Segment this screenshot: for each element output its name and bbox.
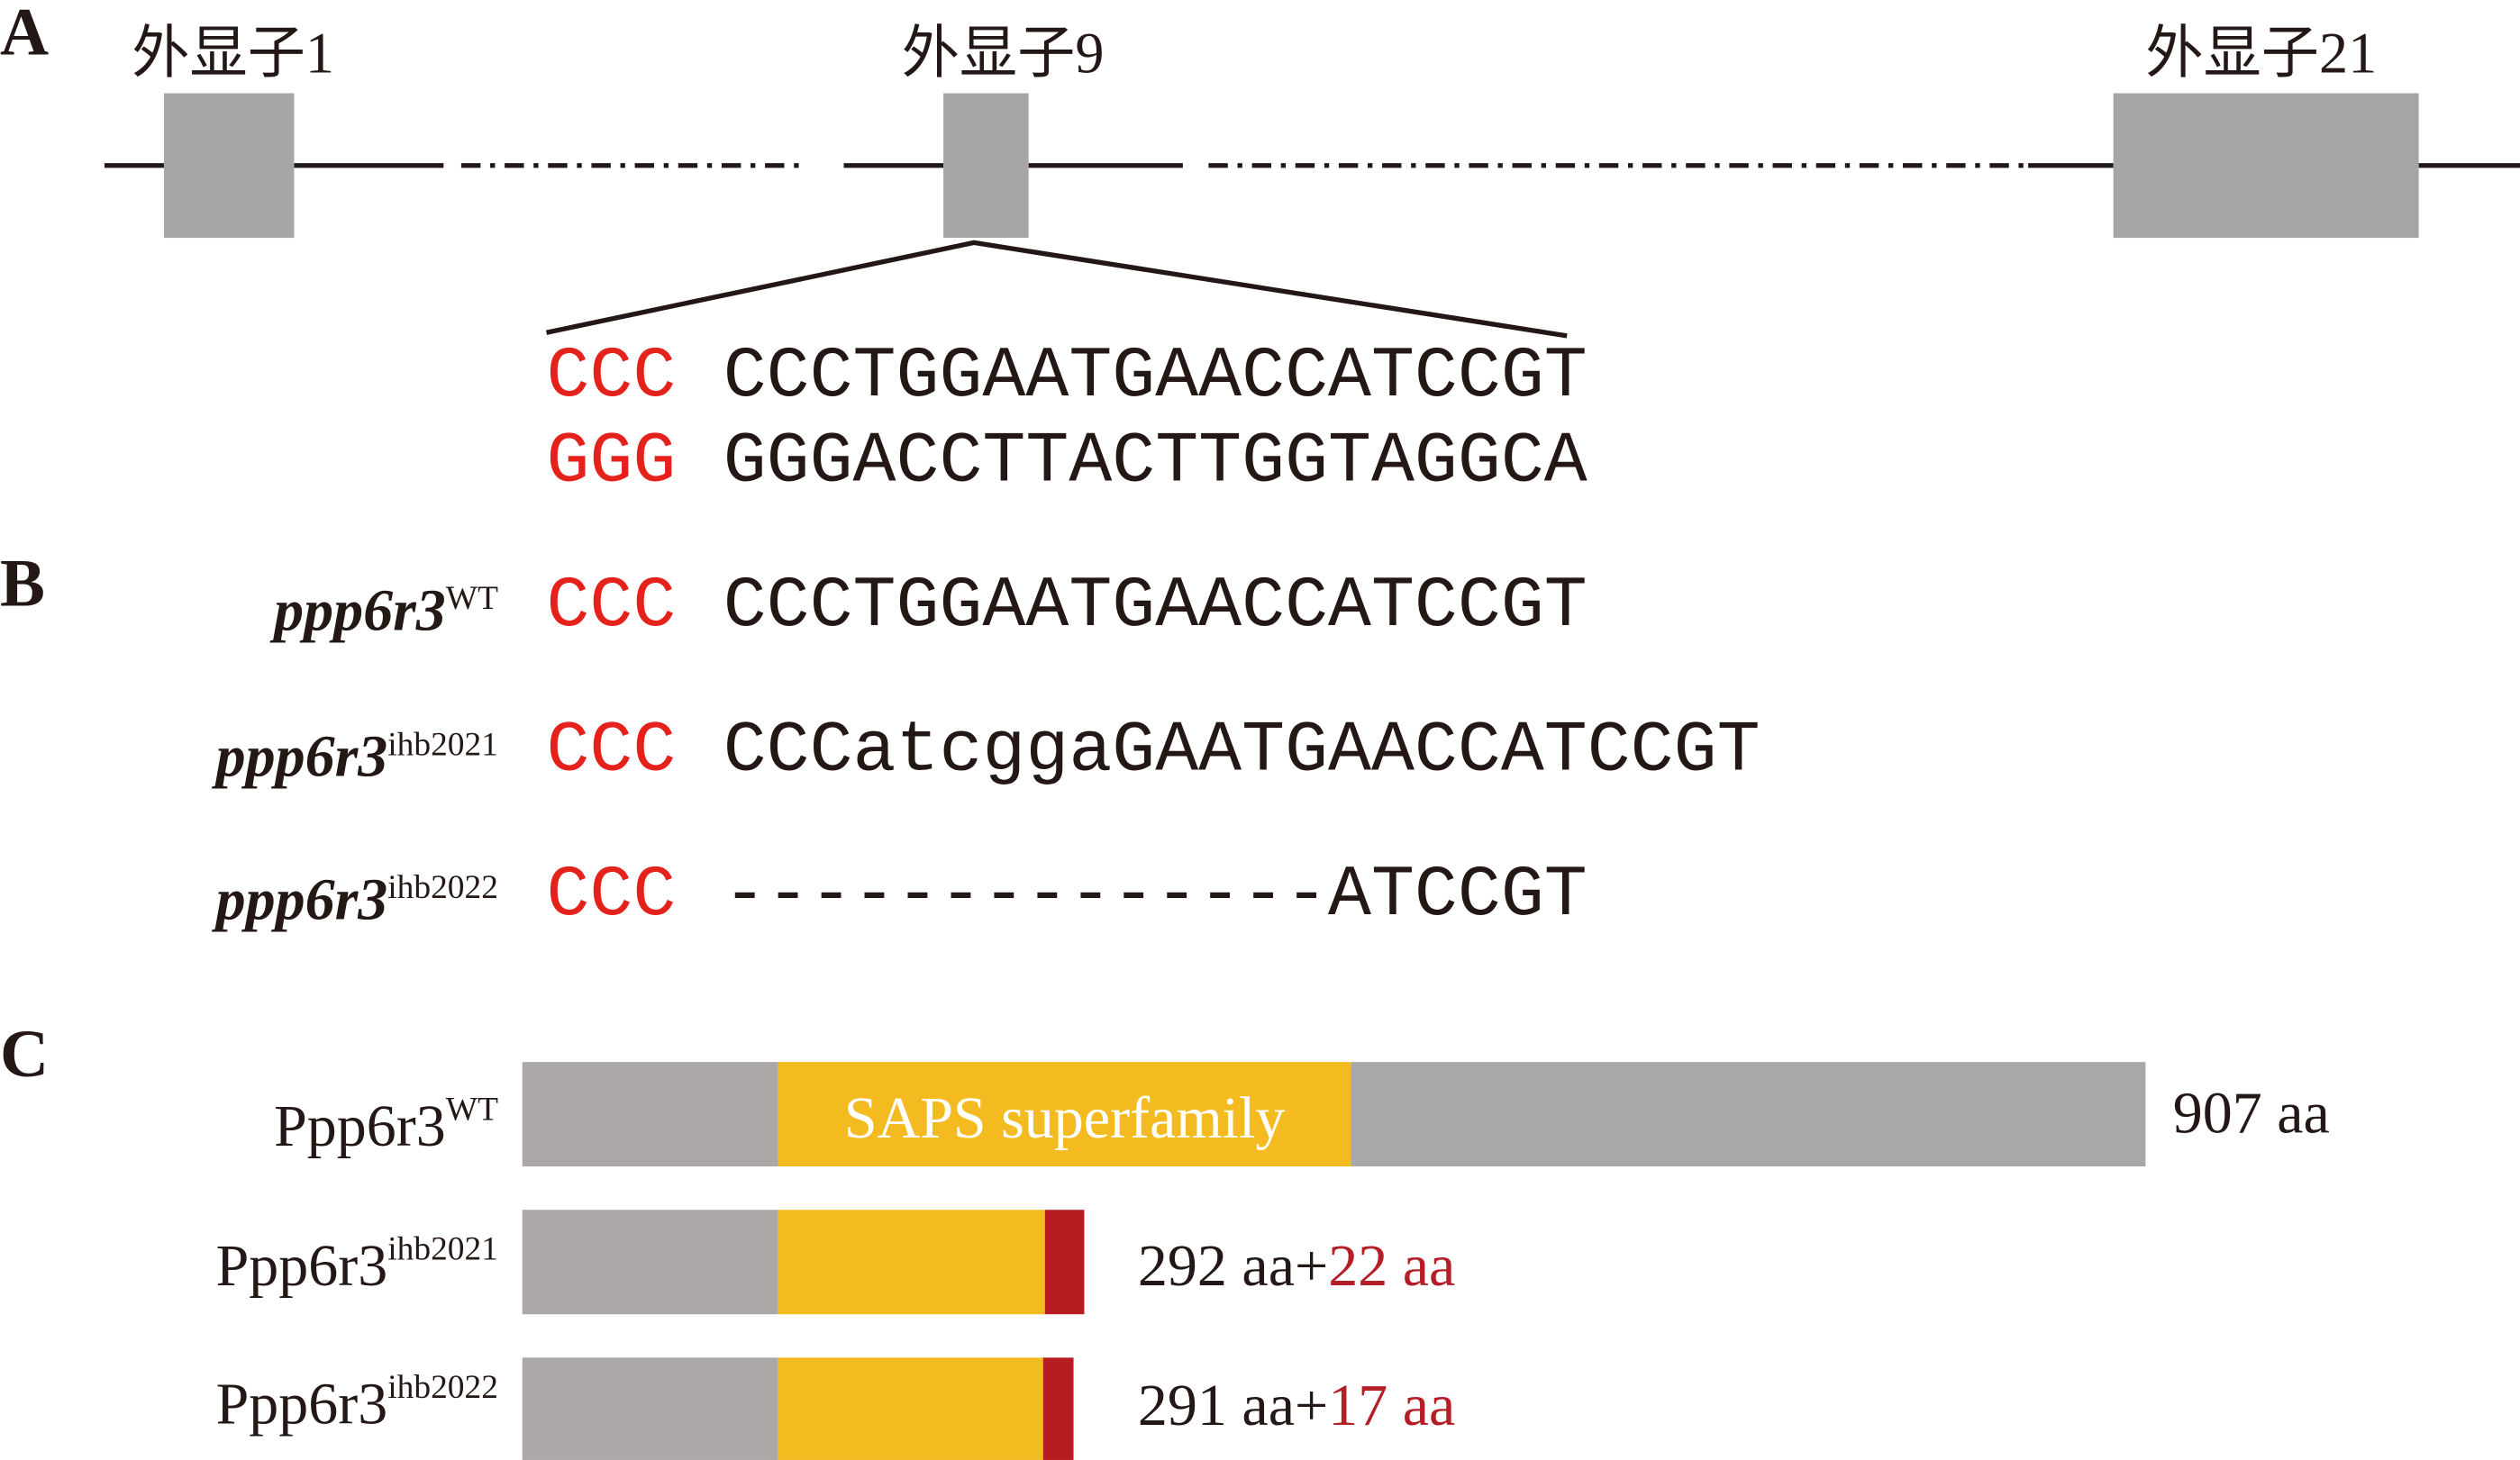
panel-label-c: C	[0, 1017, 49, 1092]
ihb2021-frameshift-segment	[1044, 1210, 1085, 1315]
allele-superscript: ihb2021	[387, 726, 498, 763]
saps-domain-label: SAPS superfamily	[844, 1085, 1286, 1151]
protein-name: Ppp6r3	[216, 1233, 388, 1299]
antisense-strand-sequence: GGG GGGACCTTACTTGGTAGGCA	[546, 420, 1587, 502]
antisense-pam: GGG	[546, 420, 676, 502]
ihb2022-truncated-domain-segment	[778, 1357, 1043, 1460]
exon-label-1: 外显子1	[132, 21, 334, 85]
wt-n-terminal-segment	[522, 1062, 778, 1167]
exon-21-box	[2113, 93, 2419, 239]
panel-label-a: A	[0, 0, 49, 70]
sequence-ihb2022: CCC --------------ATCCGT	[546, 854, 1587, 936]
protein-label-wt: Ppp6r3WT	[274, 1091, 498, 1159]
allele-superscript: ihb2021	[387, 1231, 498, 1268]
gene-name: ppp6r3	[269, 577, 446, 643]
protein-label-ihb2022: Ppp6r3ihb2022	[216, 1369, 498, 1437]
gene-name: ppp6r3	[212, 724, 388, 790]
ihb2022-length: 291 aa+	[1138, 1373, 1328, 1438]
ihb2021-length-label: 292 aa+22 aa	[1138, 1233, 1455, 1299]
exon-9-zoom-lines	[545, 240, 1568, 339]
ihb2021-n-terminal-segment	[522, 1210, 778, 1315]
panel-a: A 外显子1 外显子9 外显子21 CCC CCCTGGAATGAACCATCCG…	[0, 0, 2520, 502]
wt-c-terminal-segment	[1351, 1062, 2146, 1167]
pam-ihb2022: CCC	[546, 854, 676, 936]
allele-superscript: ihb2022	[387, 869, 498, 906]
protein-name: Ppp6r3	[274, 1093, 446, 1159]
allele-superscript: WT	[446, 580, 498, 617]
genotype-label-wt: ppp6r3WT	[269, 577, 498, 643]
exon-1-box	[163, 93, 295, 239]
panel-b: B ppp6r3WT CCC CCCTGGAATGAACCATCCGT ppp6r…	[0, 547, 1760, 936]
gene-name: ppp6r3	[212, 866, 388, 932]
sequence-ihb2021: CCC CCCatcggaGAATGAACCATCCGT	[546, 709, 1760, 791]
target-ihb2022: --------------ATCCGT	[723, 854, 1588, 936]
genotype-label-ihb2022: ppp6r3ihb2022	[212, 866, 498, 932]
sense-strand-sequence: CCC CCCTGGAATGAACCATCCGT	[546, 335, 1587, 417]
target-ihb2021: CCCatcggaGAATGAACCATCCGT	[723, 709, 1760, 791]
pam-wt: CCC	[546, 565, 676, 647]
panel-c: C Ppp6r3WT SAPS superfamily 907 aa Ppp6r…	[0, 1017, 2330, 1460]
pam-ihb2021: CCC	[546, 709, 676, 791]
antisense-target: GGGACCTTACTTGGTAGGCA	[723, 420, 1588, 502]
protein-label-ihb2021: Ppp6r3ihb2021	[216, 1231, 498, 1300]
ihb2021-truncated-domain-segment	[778, 1210, 1045, 1315]
panel-label-b: B	[0, 547, 45, 621]
sense-target: CCCTGGAATGAACCATCCGT	[723, 335, 1588, 417]
ihb2022-length-label: 291 aa+17 aa	[1138, 1373, 1455, 1438]
target-wt: CCCTGGAATGAACCATCCGT	[723, 565, 1588, 647]
exon-label-9: 外显子9	[902, 21, 1105, 85]
exon-9-box	[943, 93, 1029, 239]
gene-structure	[104, 93, 2520, 239]
ihb2022-n-terminal-segment	[522, 1357, 778, 1460]
sequence-wt: CCC CCCTGGAATGAACCATCCGT	[546, 565, 1587, 647]
protein-name: Ppp6r3	[216, 1371, 388, 1437]
allele-superscript: ihb2022	[387, 1369, 498, 1406]
wt-length-label: 907 aa	[2173, 1081, 2330, 1147]
ihb2021-extra-length: 22 aa	[1328, 1233, 1455, 1299]
exon-label-21: 外显子21	[2145, 21, 2377, 85]
allele-superscript: WT	[446, 1091, 498, 1128]
genotype-label-ihb2021: ppp6r3ihb2021	[212, 724, 498, 790]
ihb2021-length: 292 aa+	[1138, 1233, 1328, 1299]
wt-saps-domain-segment	[778, 1062, 1351, 1167]
sense-pam: CCC	[546, 335, 676, 417]
ihb2022-extra-length: 17 aa	[1328, 1373, 1455, 1438]
ihb2022-frameshift-segment	[1042, 1357, 1074, 1460]
